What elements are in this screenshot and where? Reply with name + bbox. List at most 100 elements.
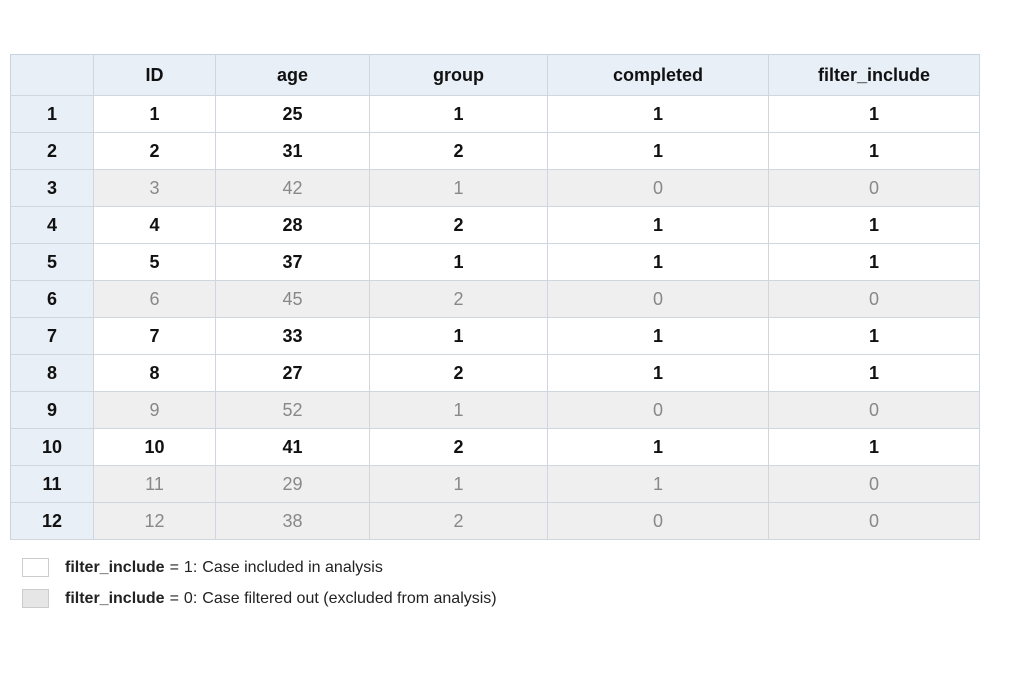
legend-item: filter_include = 1: Case included in analys… [22,552,497,583]
legend-operator: = [169,558,179,576]
data-row: 5 5 37 1 1 1 [10,243,980,281]
row-label: 2 [10,132,94,170]
cell: 2 [369,428,548,466]
cell: 11 [93,465,216,503]
cell: 0 [768,465,980,503]
row-label: 11 [10,465,94,503]
row-label: 9 [10,391,94,429]
cell: 31 [215,132,370,170]
data-row: 9 9 52 1 0 0 [10,391,980,429]
corner-cell [10,54,94,96]
row-label: 5 [10,243,94,281]
legend-description: Case included in analysis [202,558,383,576]
cell: 1 [369,243,548,281]
data-row: 12 12 38 2 0 0 [10,502,980,540]
cell: 45 [215,280,370,318]
cell: 8 [93,354,216,392]
cell: 28 [215,206,370,244]
cell: 1 [547,243,769,281]
legend-separator: : [192,558,198,576]
cell: 1 [768,243,980,281]
cell: 1 [547,132,769,170]
cell: 1 [547,354,769,392]
cell: 12 [93,502,216,540]
cell: 9 [93,391,216,429]
cell: 1 [369,317,548,355]
cell: 1 [547,317,769,355]
cell: 10 [93,428,216,466]
row-label: 4 [10,206,94,244]
data-row: 6 6 45 2 0 0 [10,280,980,318]
legend-description: Case filtered out (excluded from analysi… [202,589,497,607]
cell: 0 [768,502,980,540]
cell: 1 [768,95,980,133]
cell: 1 [547,465,769,503]
cell: 38 [215,502,370,540]
legend-separator: : [192,589,198,607]
legend-value: 0 [183,589,193,607]
cell: 29 [215,465,370,503]
cell: 0 [547,391,769,429]
cell: 1 [547,95,769,133]
column-header: filter_include [768,54,980,96]
cell: 1 [768,428,980,466]
data-row: 4 4 28 2 1 1 [10,206,980,244]
cell: 1 [369,465,548,503]
cell: 41 [215,428,370,466]
cell: 25 [215,95,370,133]
cell: 33 [215,317,370,355]
cell: 1 [768,317,980,355]
cell: 42 [215,169,370,207]
legend-item: filter_include = 0: Case filtered out (excl… [22,583,497,614]
cell: 52 [215,391,370,429]
cell: 0 [547,502,769,540]
data-row: 11 11 29 1 1 0 [10,465,980,503]
cell: 5 [93,243,216,281]
header-row: ID age group completed filter_include [10,54,980,96]
cell: 2 [369,502,548,540]
cell: 1 [93,95,216,133]
cell: 1 [547,428,769,466]
legend-value: 1 [183,558,193,576]
cell: 0 [768,169,980,207]
cell: 0 [768,391,980,429]
cell: 3 [93,169,216,207]
row-label: 8 [10,354,94,392]
cell: 1 [768,132,980,170]
cell: 7 [93,317,216,355]
row-label: 3 [10,169,94,207]
data-row: 10 10 41 2 1 1 [10,428,980,466]
legend-operator: = [169,589,179,607]
cell: 1 [768,206,980,244]
cell: 0 [547,169,769,207]
cell: 2 [369,280,548,318]
cell: 1 [369,391,548,429]
row-label: 7 [10,317,94,355]
data-table: ID age group completed filter_include 1 1 25 1 1… [10,54,980,540]
cell: 2 [369,354,548,392]
cell: 0 [547,280,769,318]
legend: filter_include = 1: Case included in analys… [22,552,497,614]
cell: 1 [369,169,548,207]
column-header: group [369,54,548,96]
column-header: ID [93,54,216,96]
column-header: age [215,54,370,96]
cell: 0 [768,280,980,318]
cell: 27 [215,354,370,392]
cell: 2 [369,206,548,244]
row-label: 12 [10,502,94,540]
data-row: 7 7 33 1 1 1 [10,317,980,355]
legend-swatch [22,558,49,577]
data-row: 8 8 27 2 1 1 [10,354,980,392]
legend-key: filter_include [65,558,165,576]
cell: 37 [215,243,370,281]
legend-key: filter_include [65,589,165,607]
cell: 2 [93,132,216,170]
cell: 1 [369,95,548,133]
column-header: completed [547,54,769,96]
cell: 4 [93,206,216,244]
row-label: 1 [10,95,94,133]
row-label: 10 [10,428,94,466]
legend-swatch [22,589,49,608]
